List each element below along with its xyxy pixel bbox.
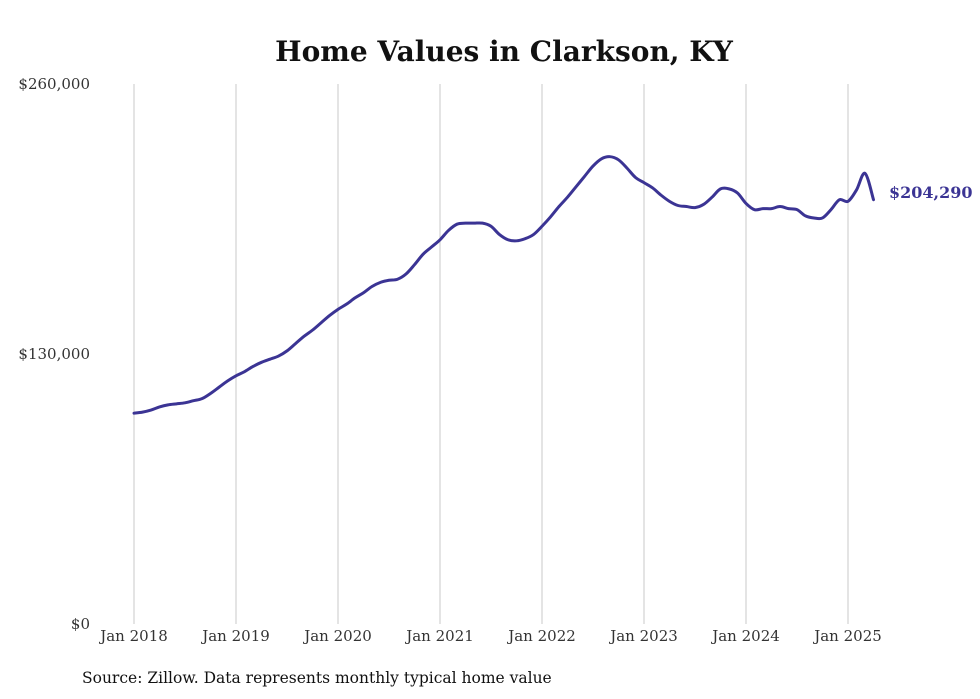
y-tick-label: $260,000	[18, 75, 90, 93]
x-tick-label: Jan 2022	[506, 627, 576, 645]
x-tick-label: Jan 2019	[200, 627, 270, 645]
y-tick-label: $0	[71, 615, 90, 633]
x-axis-tick-labels: Jan 2018 Jan 2019 Jan 2020 Jan 2021 Jan 2022…	[98, 627, 882, 645]
y-axis-tick-labels: $0 $130,000 $260,000	[18, 75, 90, 633]
x-tick-label: Jan 2018	[98, 627, 168, 645]
y-tick-label: $130,000	[18, 345, 90, 363]
x-tick-label: Jan 2024	[710, 627, 780, 645]
x-tick-label: Jan 2020	[302, 627, 372, 645]
gridlines	[133, 84, 849, 624]
home-value-series-line	[132, 155, 875, 415]
x-tick-label: Jan 2023	[608, 627, 678, 645]
x-tick-label: Jan 2021	[404, 627, 474, 645]
x-tick-label: Jan 2025	[812, 627, 882, 645]
chart-title: Home Values in Clarkson, KY	[275, 35, 734, 68]
latest-value-label: $204,290	[889, 183, 973, 202]
source-note: Source: Zillow. Data represents monthly …	[82, 669, 552, 687]
